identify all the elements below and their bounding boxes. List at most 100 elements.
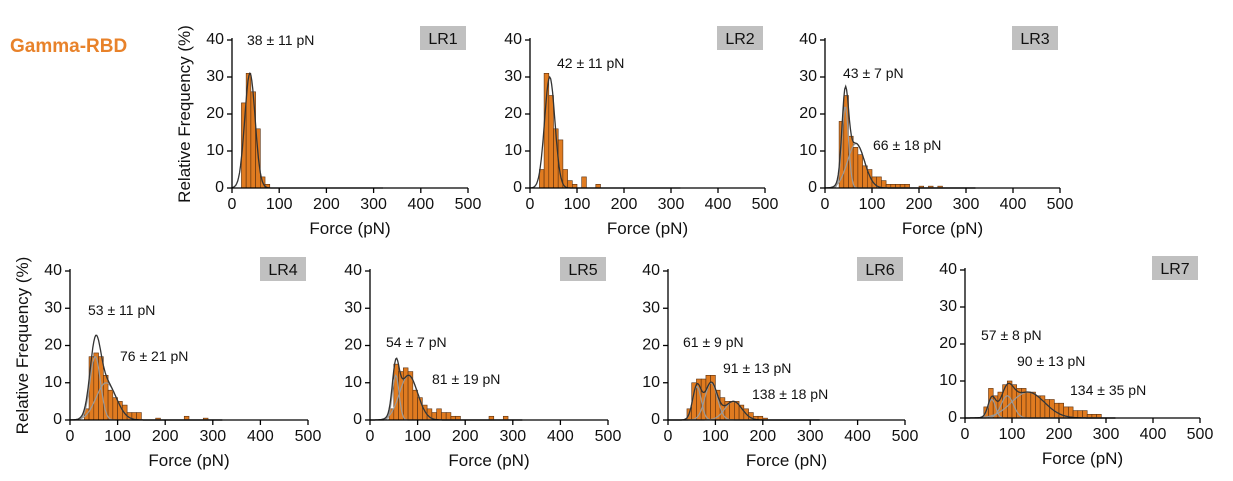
fit-label: 43 ± 7 pN xyxy=(843,65,904,81)
x-tick-label: 500 xyxy=(1187,426,1214,443)
fit-label: 66 ± 18 pN xyxy=(873,137,941,153)
x-tick-label: 200 xyxy=(152,428,179,445)
y-tick-label: 40 xyxy=(504,31,522,48)
y-tick-label: 0 xyxy=(215,179,224,196)
bar xyxy=(548,95,554,189)
fit-label: 138 ± 18 pN xyxy=(752,386,828,402)
x-tick-label: 200 xyxy=(906,196,933,213)
x-tick-label: 300 xyxy=(499,428,526,445)
panel-label: LR1 xyxy=(428,31,457,48)
x-axis-label: Force (pN) xyxy=(746,451,827,470)
panel-label: LR4 xyxy=(268,262,297,279)
bar xyxy=(1082,410,1088,419)
y-tick-label: 30 xyxy=(642,299,660,316)
bar xyxy=(1030,391,1036,419)
y-tick-label: 0 xyxy=(353,411,362,428)
bar xyxy=(136,412,142,421)
bar xyxy=(581,176,587,189)
y-tick-label: 30 xyxy=(206,68,224,85)
x-axis-label: Force (pN) xyxy=(607,219,688,238)
x-tick-label: 300 xyxy=(360,196,387,213)
x-tick-label: 500 xyxy=(295,428,322,445)
x-tick-label: 300 xyxy=(658,196,685,213)
y-tick-label: 40 xyxy=(44,262,62,279)
fit-label: 134 ± 35 pN xyxy=(1070,382,1146,398)
x-tick-label: 400 xyxy=(844,428,871,445)
y-tick-label: 30 xyxy=(344,299,362,316)
y-tick-label: 30 xyxy=(799,68,817,85)
bar xyxy=(729,401,735,421)
x-tick-label: 100 xyxy=(266,196,293,213)
x-tick-label: 400 xyxy=(407,196,434,213)
panel-label: LR7 xyxy=(1160,261,1189,278)
y-tick-label: 0 xyxy=(513,179,522,196)
x-tick-label: 0 xyxy=(228,196,237,213)
y-tick-label: 10 xyxy=(44,374,62,391)
y-axis-label: Relative Frequency (%) xyxy=(175,25,194,203)
x-tick-label: 100 xyxy=(404,428,431,445)
fit-label: 57 ± 8 pN xyxy=(981,327,1042,343)
x-tick-label: 300 xyxy=(1093,426,1120,443)
x-tick-label: 0 xyxy=(821,196,830,213)
bar xyxy=(250,91,256,189)
x-tick-label: 0 xyxy=(366,428,375,445)
bar xyxy=(436,408,442,421)
fit-label: 38 ± 11 pN xyxy=(247,32,314,48)
y-tick-label: 10 xyxy=(642,374,660,391)
x-tick-label: 0 xyxy=(526,196,535,213)
x-tick-label: 100 xyxy=(702,428,729,445)
bar xyxy=(1035,395,1041,419)
bar xyxy=(852,147,859,189)
y-tick-label: 20 xyxy=(344,337,362,354)
fit-label: 42 ± 11 pN xyxy=(557,55,624,71)
y-tick-label: 20 xyxy=(939,335,957,352)
bar xyxy=(1044,399,1050,419)
y-tick-label: 10 xyxy=(939,372,957,389)
y-tick-label: 40 xyxy=(206,31,224,48)
y-tick-label: 0 xyxy=(53,411,62,428)
fit-label: 61 ± 9 pN xyxy=(683,334,744,350)
x-tick-label: 200 xyxy=(452,428,479,445)
x-tick-label: 400 xyxy=(1140,426,1167,443)
x-axis-label: Force (pN) xyxy=(309,219,390,238)
bar xyxy=(1025,391,1032,419)
bar xyxy=(412,389,418,421)
panel-label-box xyxy=(1012,26,1058,50)
y-tick-label: 20 xyxy=(504,105,522,122)
bar xyxy=(1077,410,1083,419)
fit-label: 76 ± 21 pN xyxy=(120,348,188,364)
x-tick-label: 400 xyxy=(547,428,574,445)
panel-label: LR2 xyxy=(725,31,754,48)
x-tick-label: 200 xyxy=(749,428,776,445)
x-tick-label: 300 xyxy=(199,428,226,445)
x-tick-label: 400 xyxy=(247,428,274,445)
panel-label-box xyxy=(1152,256,1198,280)
bar xyxy=(881,180,887,189)
x-tick-label: 200 xyxy=(1046,426,1073,443)
y-tick-label: 0 xyxy=(808,179,817,196)
y-tick-label: 40 xyxy=(799,31,817,48)
y-tick-label: 20 xyxy=(206,105,224,122)
bar xyxy=(543,73,550,189)
y-axis-label: Relative Frequency (%) xyxy=(13,257,32,435)
bar xyxy=(107,389,114,421)
y-tick-label: 10 xyxy=(206,142,224,159)
x-tick-label: 0 xyxy=(66,428,75,445)
x-tick-label: 500 xyxy=(892,428,919,445)
x-tick-label: 100 xyxy=(104,428,131,445)
y-tick-label: 40 xyxy=(642,262,660,279)
x-axis-label: Force (pN) xyxy=(1042,449,1123,468)
y-tick-label: 20 xyxy=(642,337,660,354)
panel-label-box xyxy=(717,26,763,50)
fit-label: 81 ± 19 pN xyxy=(432,371,500,387)
x-tick-label: 500 xyxy=(455,196,482,213)
y-tick-label: 0 xyxy=(948,409,957,426)
y-tick-label: 10 xyxy=(504,142,522,159)
y-tick-label: 0 xyxy=(651,411,660,428)
figure-title: Gamma-RBD xyxy=(10,36,127,57)
bar xyxy=(117,401,123,421)
y-tick-label: 40 xyxy=(344,262,362,279)
fit-label: 53 ± 11 pN xyxy=(88,302,155,318)
bar xyxy=(103,374,109,421)
